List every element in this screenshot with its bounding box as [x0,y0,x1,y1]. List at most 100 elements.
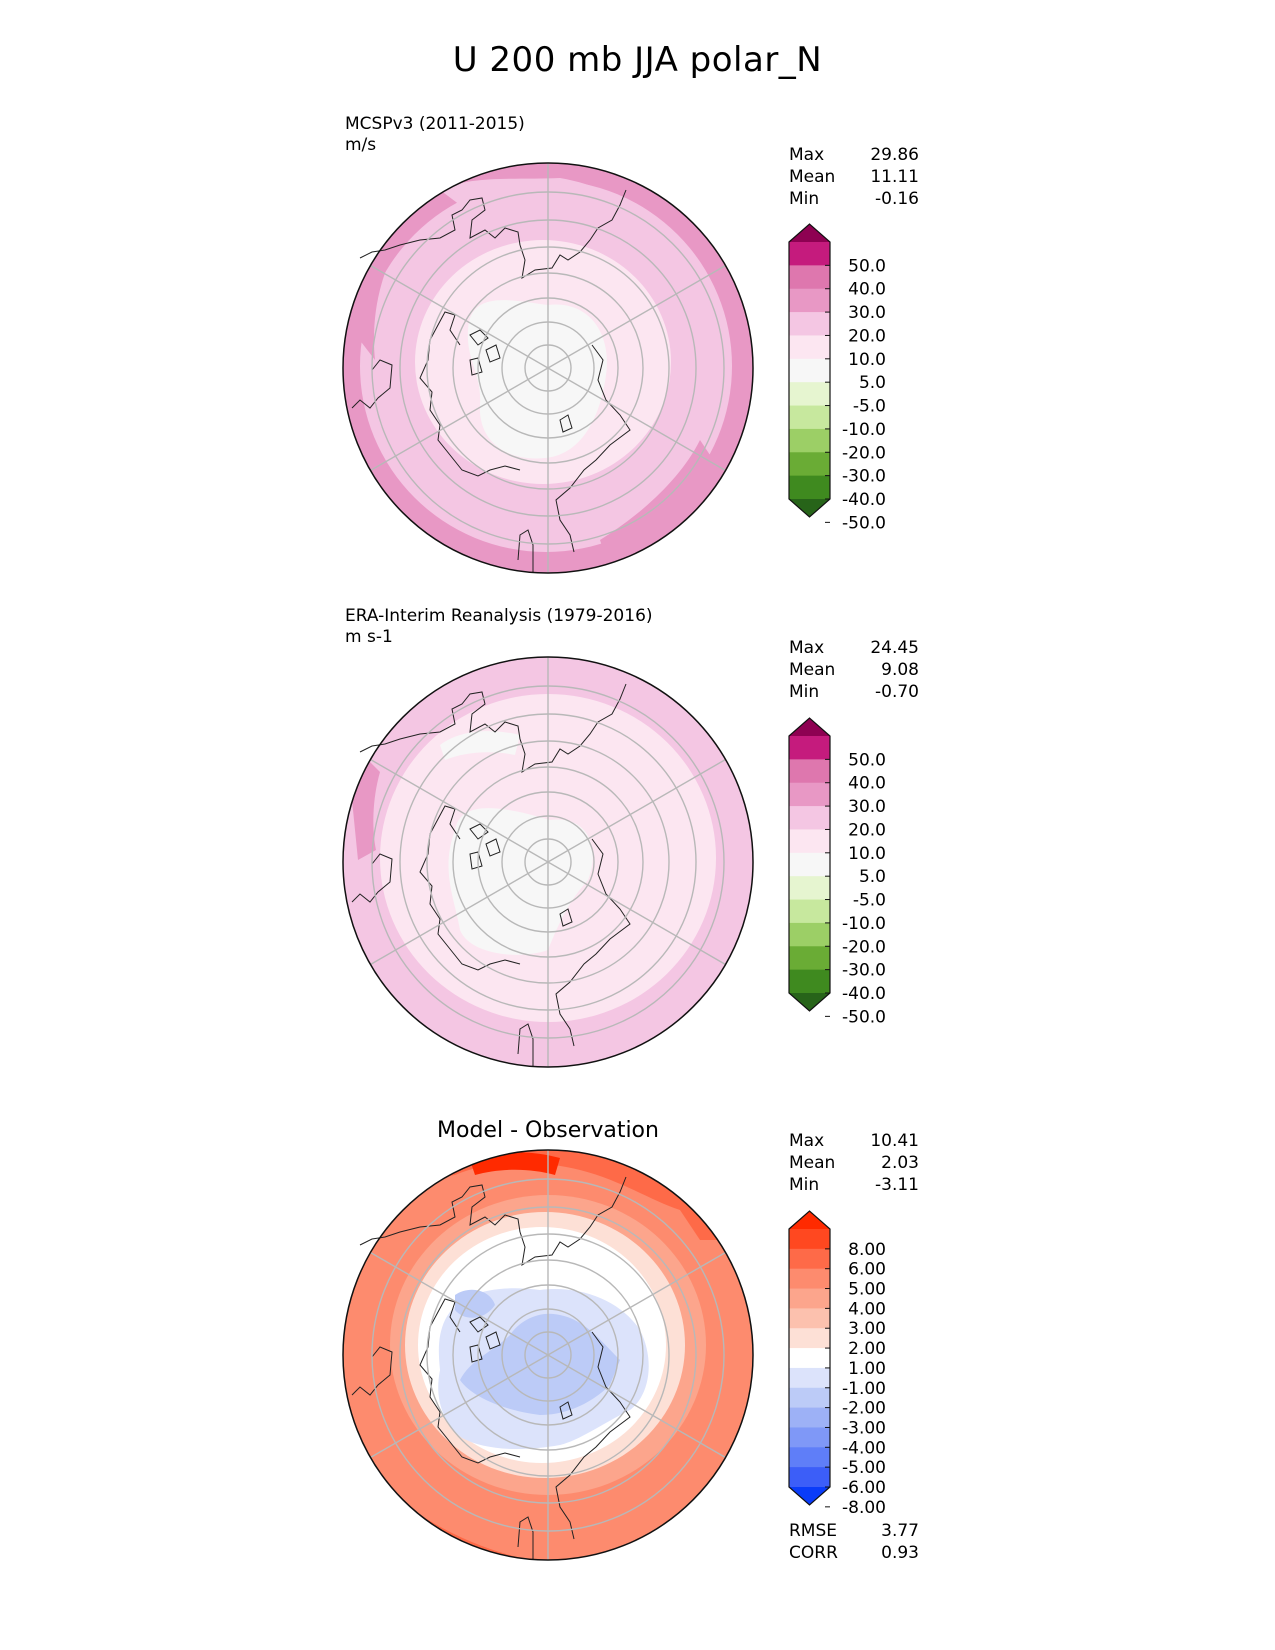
diff-panel-title: Model - Observation [437,1118,659,1143]
reference-panel-units: m s-1 [345,627,393,647]
colorbar-segment [789,829,830,854]
stat-value: -3.11 [875,1175,919,1195]
colorbar-segment [789,969,830,994]
metric-label: RMSE [789,1521,838,1541]
colorbar-extend-max [789,718,830,736]
colorbars: 50.0 40.0 30.0 20.0 10.0 5.0 -5.0 -10.0 -20.0 -30… [788,223,886,1518]
stat-label: Min [789,189,820,209]
figure-title: U 200 mb JJA polar_N [452,40,823,80]
field-band [352,762,380,860]
field-band-negative [455,1289,495,1318]
colorbar-segment [789,242,830,266]
colorbar-segment [789,382,830,407]
colorbar-tick-label: 40.0 [848,280,886,300]
colorbar-tick-label: 2.00 [848,1339,886,1359]
colorbar-segment [789,876,830,901]
colorbar-segment [789,899,830,924]
reference-colorbar: 50.0 40.0 30.0 20.0 10.0 5.0 -5.0 -10.0 -20.0 -30… [788,717,886,1027]
colorbar-tick-label: -40.0 [842,490,886,510]
stat-label: Mean [789,1153,836,1173]
colorbar-tick-label: -4.00 [842,1438,886,1458]
metric-label: CORR [789,1543,838,1563]
colorbar-tick-label: -10.0 [842,420,886,440]
reference-stats: Max 24.45 Mean 9.08 Min -0.70 [789,637,919,703]
diff-colorbar: 8.006.005.004.003.002.001.00-1.00-2.00-3… [788,1210,886,1518]
colorbar-tick-label: -30.0 [842,467,886,487]
colorbar-tick-label: 5.00 [848,1280,886,1300]
colorbar-extend-min [789,993,830,1011]
colorbar-tick-label: 30.0 [848,303,886,323]
test-stats: Max 29.86 Mean 11.11 Min -0.16 [789,144,919,210]
colorbar-segment [789,1328,830,1349]
colorbar-segment [789,922,830,947]
colorbar-tick-label: -6.00 [842,1478,886,1498]
colorbar-tick-label: 20.0 [848,326,886,346]
colorbar-tick-label: 6.00 [848,1260,886,1280]
colorbar-tick-label: 30.0 [848,797,886,817]
colorbar-tick-label: -50.0 [842,513,886,533]
colorbar-segment [789,1427,830,1448]
colorbar-tick-label: -2.00 [842,1399,886,1419]
colorbar-tick-label: -10.0 [842,914,886,934]
map-boundary [342,1149,754,1561]
stat-label: Min [789,682,820,702]
colorbar-segment [789,736,830,760]
colorbar-segment [789,852,830,877]
colorbar-tick-label: 5.0 [859,867,886,887]
colorbar-segment [789,452,830,477]
colorbar-segment [789,806,830,830]
colorbar-segment [789,1308,830,1329]
colorbar-segment [789,405,830,430]
stat-value: 2.03 [881,1153,919,1173]
graticule [370,163,726,573]
colorbar-tick-label: 20.0 [848,820,886,840]
colorbar-tick-label: 1.00 [848,1359,886,1379]
test-panel-name: MCSPv3 (2011-2015) [345,114,525,134]
colorbar-segment [789,288,830,313]
stat-label: Max [789,638,825,658]
colorbar-tick-label: -20.0 [842,937,886,957]
colorbar-tick-label: 50.0 [848,256,886,276]
stat-value: 29.86 [870,145,919,165]
graticule [370,1150,726,1560]
colorbar-segment [789,1268,830,1290]
colorbar-segment [789,1248,830,1270]
stat-value: 9.08 [881,660,919,680]
colorbar-segment [789,946,830,971]
colorbar-tick-label: -30.0 [842,961,886,981]
test-colorbar: 50.0 40.0 30.0 20.0 10.0 5.0 -5.0 -10.0 -20.0 -30… [788,223,886,533]
colorbar-extend-max [789,1211,830,1229]
metric-value: 0.93 [881,1543,919,1563]
colorbar-segment [789,312,830,336]
colorbar-extend-min [789,499,830,517]
field-band-calm [448,808,593,955]
stat-value: 24.45 [870,638,919,658]
reference-panel-name: ERA-Interim Reanalysis (1979-2016) [345,606,653,626]
stat-value: -0.70 [875,682,919,702]
colorbar-tick-label: -5.0 [853,891,886,911]
colorbar-tick-label: -5.0 [853,397,886,417]
colorbar-segment [789,1229,830,1250]
colorbar-segment [789,358,830,383]
colorbar-segment [789,1288,830,1309]
colorbar-tick-label: 4.00 [848,1299,886,1319]
reference-map [342,656,754,1068]
stat-label: Max [789,145,825,165]
colorbar-tick-label: -8.00 [842,1498,886,1518]
colorbar-tick-label: 8.00 [848,1240,886,1260]
coastlines [351,1176,631,1560]
colorbar-extend-max [789,224,830,242]
colorbar-segment [789,1467,830,1488]
diff-map [342,1149,754,1561]
stat-value: 11.11 [870,167,919,187]
colorbar-tick-label: -40.0 [842,984,886,1004]
field-band-calm [467,300,607,459]
colorbar-segment [789,759,830,784]
field-band-negative [460,1313,620,1415]
colorbar-segment [789,1367,830,1389]
colorbar-tick-label: -50.0 [842,1007,886,1027]
test-panel-units: m/s [345,135,377,155]
colorbar-tick-label: 10.0 [848,844,886,864]
stat-label: Mean [789,167,836,187]
